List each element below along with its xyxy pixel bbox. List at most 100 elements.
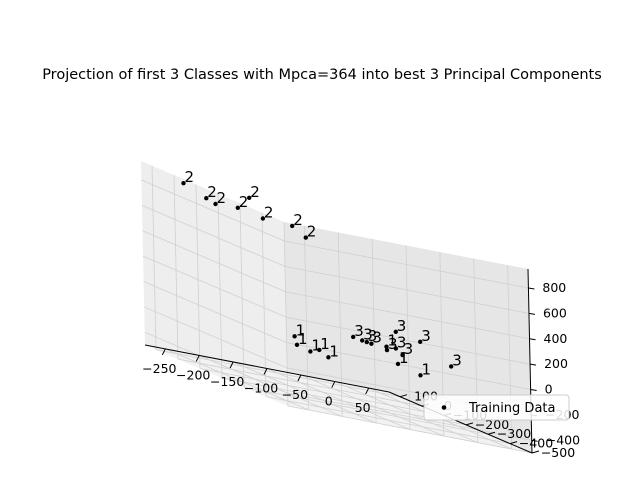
z-tick-mark (528, 287, 535, 290)
data-point-label: 1 (296, 321, 306, 339)
x-tick-label: 50 (355, 400, 371, 415)
data-point (317, 347, 322, 353)
gridline-z-back (285, 316, 531, 365)
data-point-label: 2 (293, 211, 303, 229)
x-tick-label: −250 (142, 361, 176, 376)
data-point (418, 339, 423, 344)
data-point (292, 334, 297, 339)
gridline-z-left (141, 179, 285, 242)
gridline-y-wall (173, 175, 179, 360)
z-tick-label: 600 (543, 305, 567, 320)
data-point (290, 223, 295, 229)
data-point-label: 2 (239, 193, 249, 211)
data-point-label: 1 (320, 335, 330, 353)
y-tick-mark (399, 394, 408, 398)
data-point (294, 342, 300, 347)
legend[interactable]: Training Data (423, 394, 570, 421)
legend-label: Training Data (468, 401, 555, 416)
data-point (308, 349, 313, 354)
z-tick-label: 200 (544, 356, 568, 371)
legend-box (423, 394, 570, 421)
x-tick-label: −200 (176, 367, 210, 382)
gridline-y-floor (177, 358, 423, 407)
data-point (260, 216, 266, 221)
z-tick-label: 400 (544, 331, 568, 346)
data-point-label: 2 (217, 189, 227, 207)
x-tick-mark (195, 355, 200, 362)
data-point (418, 373, 423, 378)
data-point-label: 1 (388, 332, 398, 350)
data-point-label: 2 (250, 183, 260, 201)
y-tick-label: −200 (475, 417, 509, 432)
gridline-y-wall (195, 184, 201, 369)
data-point-label: 3 (397, 334, 407, 352)
data-point-label: 3 (404, 340, 414, 358)
gridline-y-wall (217, 193, 223, 378)
gridline-x-floor (165, 348, 309, 411)
legend-marker (441, 405, 447, 410)
data-point (351, 334, 356, 340)
data-point (303, 235, 308, 240)
data-point (449, 364, 454, 369)
y-tick-mark (509, 441, 518, 445)
data-point-label: 2 (264, 204, 274, 222)
gridline-z-left (142, 230, 286, 293)
gridline-x-wall (405, 245, 411, 430)
chart-title: Projection of first 3 Classes with Mpca=… (42, 67, 602, 83)
data-point-label: 1 (399, 349, 409, 367)
data-point (235, 205, 240, 210)
data-point (204, 196, 209, 201)
z-tick-mark (531, 439, 538, 442)
data-point-label: 3 (397, 317, 407, 335)
y-tick-label: −400 (519, 436, 553, 451)
gridline-z-left (142, 255, 287, 318)
data-point (326, 355, 331, 360)
data-point (384, 347, 390, 353)
data-point (393, 329, 398, 334)
data-point (395, 361, 401, 367)
z-tick-mark (530, 389, 537, 392)
data-point-label: 1 (422, 360, 432, 378)
gridline-y-wall (283, 221, 289, 407)
data-point-label: 3 (354, 322, 364, 340)
data-point-label: 2 (307, 223, 317, 241)
data-point-label: 1 (311, 337, 321, 355)
z-tick-mark (529, 338, 536, 341)
x-tick-mark (229, 361, 234, 369)
gridline-z-back (284, 266, 530, 314)
x-tick-mark (331, 381, 336, 388)
x-tick-mark (297, 374, 302, 382)
data-point-label: 3 (421, 327, 431, 345)
x-tick-label: −150 (210, 374, 244, 389)
data-point (364, 339, 369, 345)
gridline-x-floor (266, 368, 411, 430)
x-tick-label: 0 (325, 394, 333, 409)
gridline-z-left (144, 331, 288, 394)
gridline-z-back (287, 392, 532, 441)
data-point (360, 338, 365, 343)
data-point (181, 181, 186, 186)
z-tick-label: −400 (546, 432, 580, 447)
y-tick-mark (531, 450, 540, 454)
y-axis-line (388, 391, 533, 454)
z-tick-mark (529, 363, 537, 366)
data-point (384, 344, 389, 349)
gridline-y-wall (239, 203, 245, 388)
z-tick-label: 800 (542, 280, 566, 295)
z-tick-label: 0 (545, 382, 553, 397)
data-point (247, 195, 252, 200)
gridline-z-back (285, 291, 530, 340)
data-point-label: 2 (207, 183, 217, 201)
gridline-z-left (141, 205, 286, 267)
z-tick-mark (528, 312, 536, 315)
x-tick-mark (365, 387, 370, 395)
gridline-y-wall (151, 165, 157, 350)
x-tick-label: −50 (282, 387, 308, 402)
y-tick-label: −500 (541, 445, 575, 460)
gridline-y-wall (261, 212, 267, 397)
gridline-y-floor (287, 405, 533, 454)
gridline-x-floor (334, 381, 478, 443)
